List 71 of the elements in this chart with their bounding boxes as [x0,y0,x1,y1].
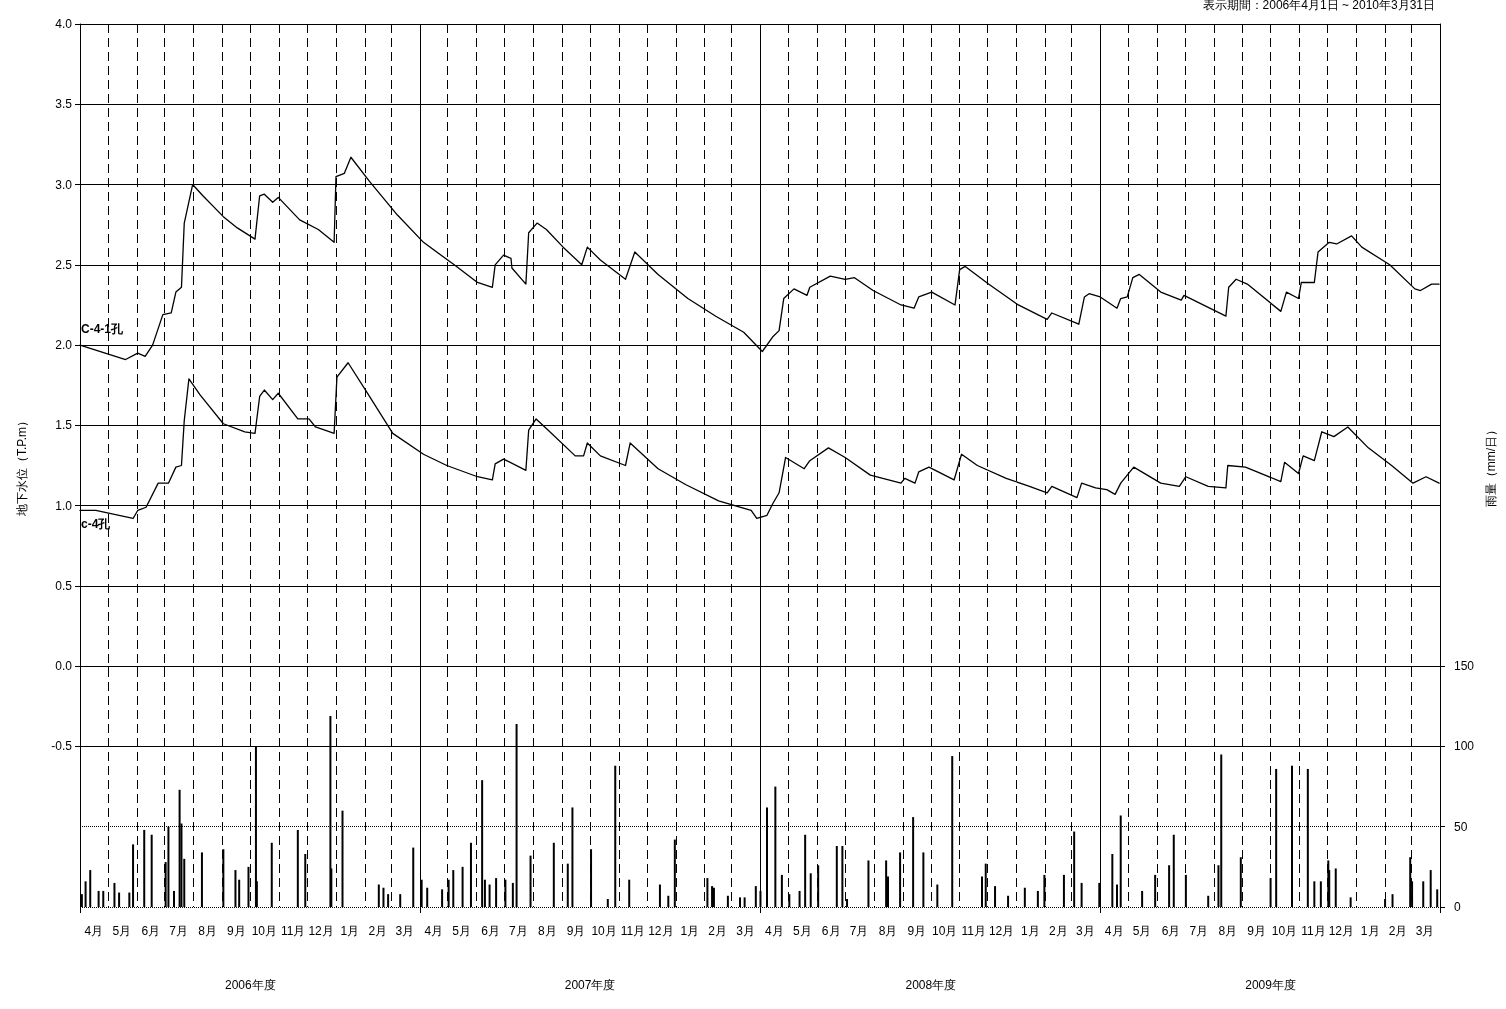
x-tick-label: 1月 [1360,924,1380,938]
y2-tick-label: 0 [1454,900,1461,914]
x2-tick-label: 2009年度 [1245,978,1296,992]
x-tick-label: 10月 [1271,924,1298,938]
x-tick-label: 5月 [112,924,132,938]
y-tick-label: 1.0 [55,498,73,513]
x-tick-label: 10月 [932,924,958,938]
x-tick-label: 8月 [537,924,557,938]
x2-tick-label: 2007年度 [564,978,616,992]
x-tick-label: 7月 [169,924,189,938]
x-tick-label: 4月 [424,924,444,938]
x-tick-label: 8月 [878,924,898,938]
x-tick-label: 10月 [591,924,617,938]
series-label: c-4孔 [81,517,112,532]
y-tick-label: -0.5 [51,739,73,754]
x-tick-label: 8月 [198,924,217,938]
x-tick-label: 4月 [1104,924,1124,938]
y2-tick-label: 150 [1454,659,1475,674]
x-tick-label: 3月 [1415,924,1435,938]
x-tick-label: 6月 [1161,924,1181,938]
y2-tick-label: 100 [1454,739,1475,754]
x-tick-label: 3月 [395,924,415,938]
x2-tick-label: 2006年度 [225,978,276,992]
x-tick-label: 8月 [1218,924,1238,938]
x-tick-label: 4月 [84,924,104,938]
x-tick-label: 1月 [1021,924,1040,938]
x-tick-label: 9月 [227,924,246,938]
x-tick-label: 12月 [988,924,1015,938]
series-label: C-4-1孔 [81,322,125,337]
x-tick-label: 6月 [481,924,500,938]
y-tick-label: 1.5 [55,418,73,433]
x-tick-label: 6月 [141,924,161,938]
x-tick-label: 1月 [340,924,360,938]
x-tick-label: 11月 [1301,924,1326,938]
y2-axis-title: 雨量（mm/日） [1483,423,1498,508]
x-tick-label: 12月 [1328,924,1355,938]
x-tick-label: 11月 [620,924,646,938]
x-tick-label: 2月 [1388,924,1408,938]
x-tick-label: 9月 [907,924,927,938]
y2-tick-label: 50 [1454,819,1468,834]
x-tick-label: 5月 [1132,924,1152,938]
y-tick-label: 3.0 [55,177,73,192]
x-tick-label: 3月 [736,924,755,938]
y-tick-label: 2.5 [55,257,73,272]
y-tick-label: 0.0 [55,659,73,674]
x-tick-label: 2月 [368,924,388,938]
x2-tick-label: 2008年度 [905,978,957,992]
y-tick-label: 4.0 [55,17,73,31]
x-tick-label: 9月 [566,924,586,938]
x-tick-label: 5月 [793,924,812,938]
x-tick-label: 10月 [251,924,277,938]
x-tick-label: 2月 [1049,924,1068,938]
x-tick-label: 7月 [849,924,869,938]
x-tick-label: 7月 [1189,924,1209,938]
x-tick-label: 1月 [680,924,700,938]
y-tick-label: 2.0 [55,338,73,353]
y-tick-label: 3.5 [55,97,73,112]
x-tick-label: 5月 [452,924,471,938]
x-tick-label: 9月 [1247,924,1266,938]
y-axis-title: 地下水位（T.P.m） [15,414,29,518]
x-tick-label: 7月 [509,924,528,938]
x-tick-label: 12月 [648,924,674,938]
x-tick-label: 11月 [280,924,306,938]
y-tick-label: 0.5 [55,578,73,593]
x-tick-label: 2月 [708,924,727,938]
x-tick-label: 6月 [821,924,841,938]
x-tick-label: 4月 [765,924,784,938]
x-tick-label: 11月 [961,924,986,938]
chart-subtitle: 表示期間：2006年4月1日 ~ 2010年3月31日 [1202,0,1435,12]
x-tick-label: 3月 [1075,924,1095,938]
x-tick-label: 12月 [308,924,334,938]
